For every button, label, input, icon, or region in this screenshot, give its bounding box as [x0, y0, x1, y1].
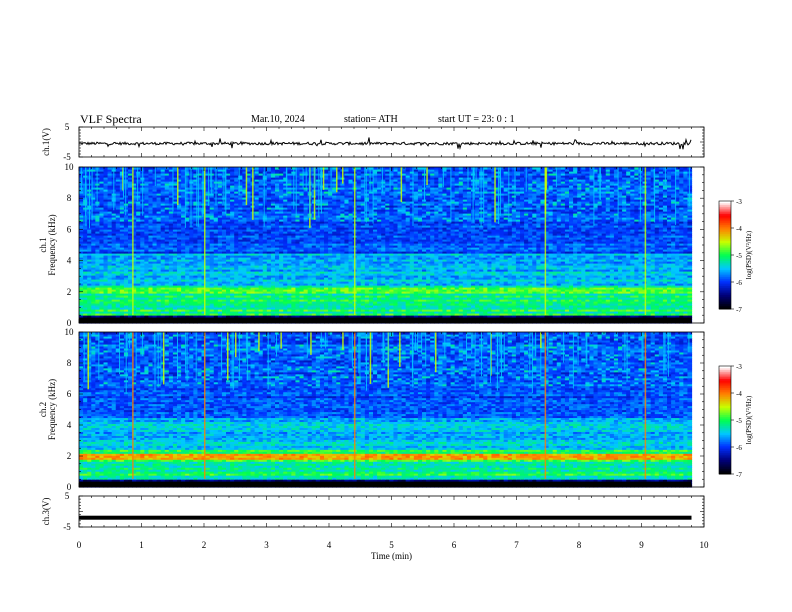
ch3-waveform: [79, 516, 692, 520]
y-axis-label: ch.1(V): [41, 128, 51, 156]
y-tick-label: 5: [65, 122, 70, 132]
panel-4-frame: [79, 496, 704, 527]
ch1-waveform: [79, 138, 691, 150]
y-axis-label: ch.3(V): [41, 498, 51, 526]
spectrogram-ch1: [79, 167, 692, 324]
y-tick-label: -5: [63, 152, 71, 162]
y-tick-label: -5: [63, 522, 71, 532]
panel-1-frame: [79, 127, 704, 157]
y-tick-label: 5: [65, 491, 70, 501]
